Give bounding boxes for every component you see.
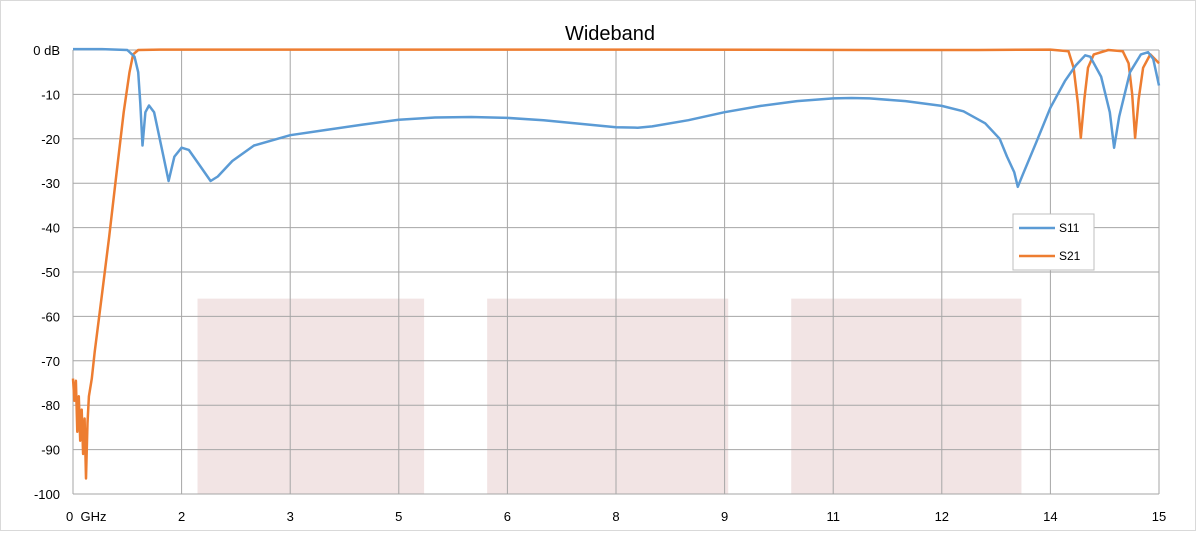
x-tick-label: 12 <box>935 509 949 524</box>
y-tick-label: -20 <box>41 132 60 147</box>
y-tick-label: -70 <box>41 354 60 369</box>
y-tick-label: -90 <box>41 443 60 458</box>
legend: S11 S21 <box>1012 213 1095 271</box>
y-tick-label: -100 <box>34 487 60 502</box>
legend-label-s21: S21 <box>1059 249 1081 263</box>
shaded-band-1 <box>197 298 425 494</box>
y-tick-label: 0 dB <box>33 43 60 58</box>
x-tick-label: 3 <box>287 509 294 524</box>
x-tick-label: 5 <box>395 509 402 524</box>
bands-layer <box>197 298 1022 494</box>
shaded-band-3 <box>791 298 1022 494</box>
y-tick-label: -40 <box>41 221 60 236</box>
shaded-band-2 <box>487 298 729 494</box>
legend-label-s11: S11 <box>1059 221 1080 235</box>
x-tick-label: 8 <box>612 509 619 524</box>
x-tick-label: 2 <box>178 509 185 524</box>
y-tick-label: -80 <box>41 398 60 413</box>
y-tick-label: -60 <box>41 309 60 324</box>
series-line-s21 <box>71 48 1160 480</box>
series-line-s11 <box>73 47 1161 189</box>
legend-box <box>1012 213 1095 271</box>
x-tick-label: 0 GHz <box>66 509 106 524</box>
series-layer <box>71 47 1161 480</box>
x-tick-label: 11 <box>826 509 840 524</box>
x-tick-label: 14 <box>1043 509 1057 524</box>
ticks-layer: 0 dB -10 -20 -30 -40 -50 -60 -70 -80 -90 -100 0 GHz… <box>33 43 1166 524</box>
y-tick-label: -30 <box>41 176 60 191</box>
x-tick-label: 15 <box>1152 509 1166 524</box>
y-tick-label: -50 <box>41 265 60 280</box>
chart-title: Wideband <box>565 23 655 45</box>
x-tick-label: 6 <box>504 509 511 524</box>
y-tick-label: -10 <box>41 87 60 102</box>
x-tick-label: 9 <box>721 509 728 524</box>
